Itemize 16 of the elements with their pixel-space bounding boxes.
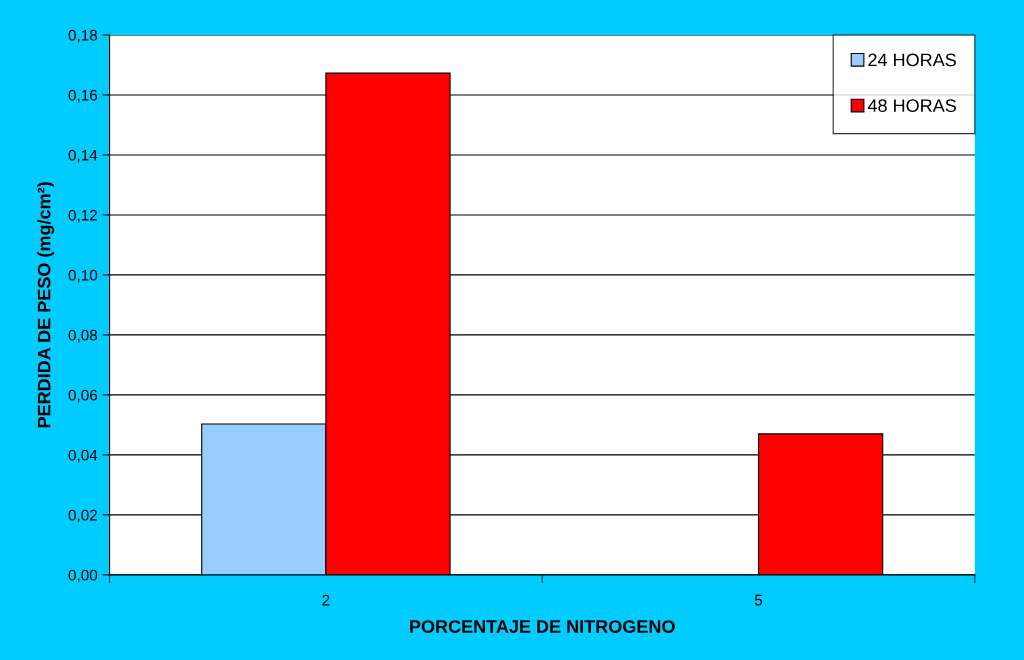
y-tick-label: 0,08 xyxy=(68,329,98,343)
y-axis-title: PERDIDA DE PESO (mg/cm²) xyxy=(37,182,55,428)
x-tick-label: 5 xyxy=(754,594,763,606)
legend-label: 24 HORAS xyxy=(868,53,956,67)
y-tick-label: 0,04 xyxy=(68,449,98,463)
y-tick-label: 0,06 xyxy=(68,389,98,403)
legend-label: 48 HORAS xyxy=(867,99,956,113)
y-tick-label: 0,02 xyxy=(68,509,97,523)
y-tick-label: 0,00 xyxy=(68,569,98,583)
y-tick-label: 0,14 xyxy=(68,149,98,163)
y-tick-label: 0,10 xyxy=(68,269,98,283)
y-tick-label: 0,18 xyxy=(68,29,98,43)
y-tick-label: 0,16 xyxy=(68,89,98,103)
y-tick-label: 0,12 xyxy=(68,209,97,223)
x-tick-label: 2 xyxy=(322,594,330,606)
x-axis-title: PORCENTAJE DE NITROGENO xyxy=(410,620,675,633)
